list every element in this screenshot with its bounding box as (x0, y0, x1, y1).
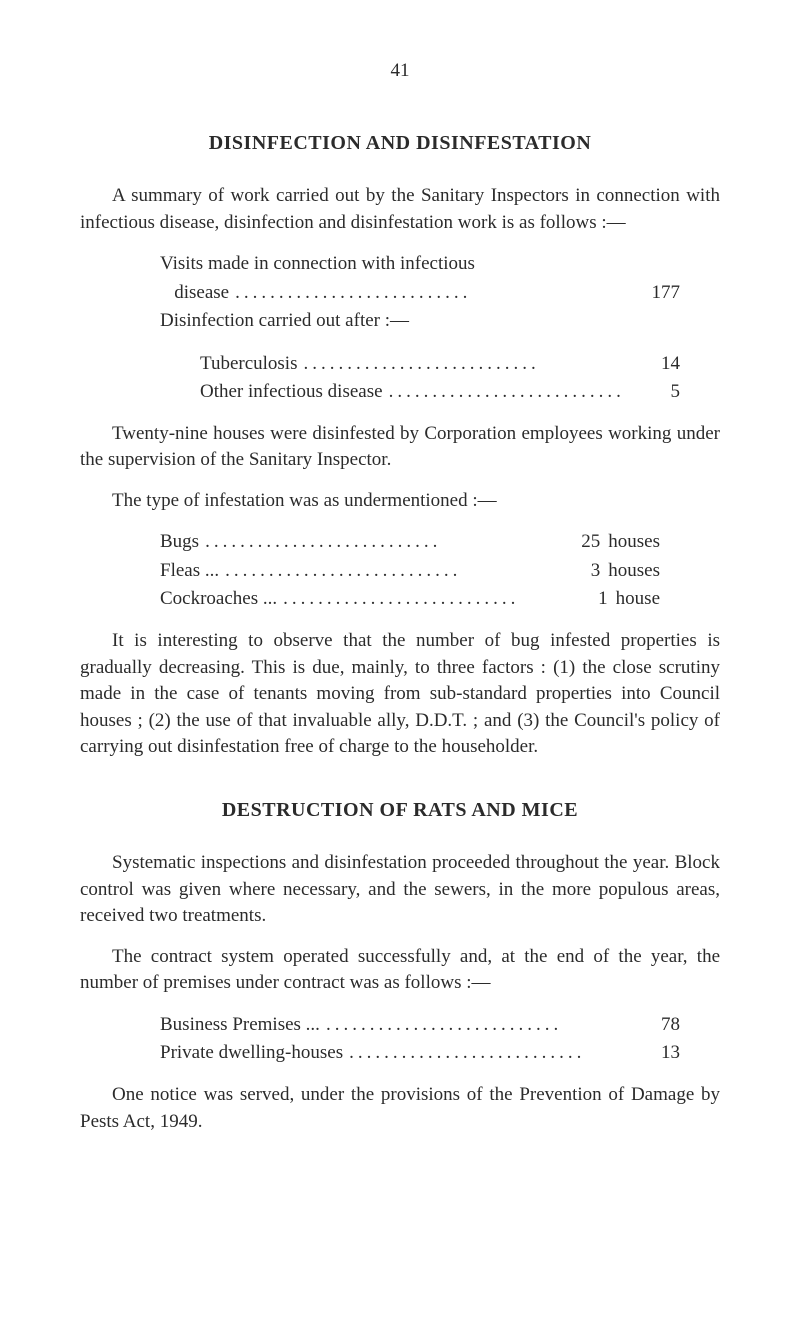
stat-label: Fleas ... (160, 557, 219, 586)
stat-label: Bugs (160, 528, 199, 557)
stat-row: Bugs ........................... 25 hous… (160, 528, 660, 557)
stat-label: Other infectious disease (200, 378, 383, 407)
stat-list: Visits made in connection with infectiou… (80, 250, 720, 336)
stat-value: 5 (640, 378, 680, 407)
stat-label: Cockroaches ... (160, 585, 277, 614)
section-heading-rats-mice: DESTRUCTION OF RATS AND MICE (80, 799, 720, 822)
stat-value: 13 (640, 1039, 680, 1068)
stat-label: Business Premises ... (160, 1011, 320, 1040)
leader-dots: ........................... (277, 585, 568, 614)
leader-dots: ........................... (199, 528, 560, 557)
stat-suffix: house (608, 585, 660, 614)
paragraph: One notice was served, under the provisi… (80, 1082, 720, 1135)
stat-list: Bugs ........................... 25 hous… (80, 528, 720, 614)
stat-value: 1 (568, 585, 608, 614)
stat-label: Disinfection carried out after :— (160, 307, 409, 336)
paragraph: The type of infestation was as underment… (80, 488, 720, 515)
paragraph: Twenty-nine houses were disinfested by C… (80, 421, 720, 474)
stat-row: Private dwelling-houses ................… (160, 1039, 680, 1068)
stat-sublist: Tuberculosis ...........................… (80, 350, 720, 407)
leader-dots: ........................... (297, 350, 640, 379)
paragraph: It is interesting to observe that the nu… (80, 628, 720, 761)
stat-label: disease (160, 279, 229, 308)
stat-value: 3 (560, 557, 600, 586)
stat-row: Visits made in connection with infectiou… (160, 250, 680, 279)
leader-dots: ........................... (229, 279, 640, 308)
stat-row: Disinfection carried out after :— (160, 307, 680, 336)
leader-dots: ........................... (320, 1011, 640, 1040)
stat-row: Other infectious disease ...............… (200, 378, 680, 407)
stat-row: Fleas ... ........................... 3 … (160, 557, 660, 586)
paragraph: A summary of work carried out by the San… (80, 183, 720, 236)
section-heading-disinfection: DISINFECTION AND DISINFESTATION (80, 132, 720, 155)
stat-value: 25 (560, 528, 600, 557)
leader-dots: ........................... (343, 1039, 640, 1068)
leader-dots: ........................... (383, 378, 640, 407)
stat-row: disease ........................... 177 (160, 279, 680, 308)
stat-suffix: houses (600, 557, 660, 586)
stat-label: Private dwelling-houses (160, 1039, 343, 1068)
paragraph: The contract system operated successfull… (80, 944, 720, 997)
leader-dots: ........................... (219, 557, 560, 586)
stat-row: Business Premises ... ..................… (160, 1011, 680, 1040)
stat-suffix: houses (600, 528, 660, 557)
stat-label: Visits made in connection with infectiou… (160, 250, 475, 279)
stat-label: Tuberculosis (200, 350, 297, 379)
stat-value: 177 (640, 279, 680, 308)
page-number: 41 (80, 60, 720, 82)
stat-value: 14 (640, 350, 680, 379)
paragraph: Systematic inspections and disinfestatio… (80, 850, 720, 930)
stat-value: 78 (640, 1011, 680, 1040)
stat-list: Business Premises ... ..................… (80, 1011, 720, 1068)
stat-row: Cockroaches ... ........................… (160, 585, 660, 614)
document-page: 41 DISINFECTION AND DISINFESTATION A sum… (0, 0, 800, 1229)
stat-row: Tuberculosis ...........................… (200, 350, 680, 379)
